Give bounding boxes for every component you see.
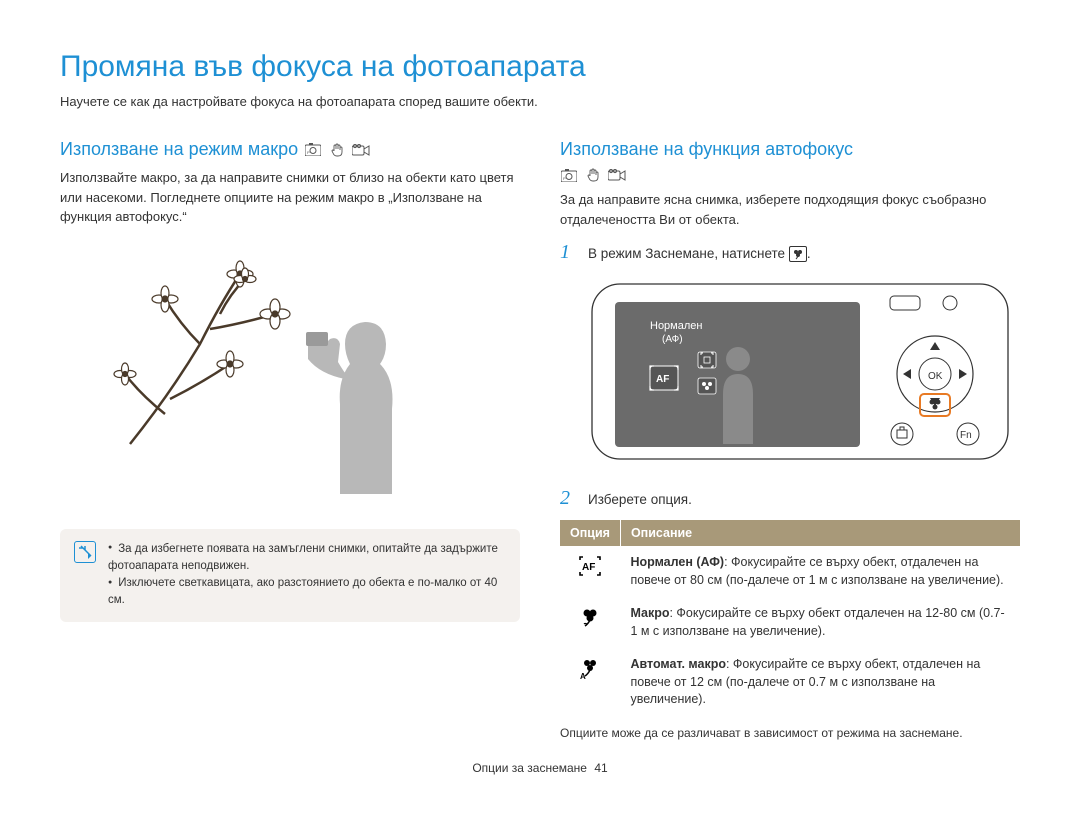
af-icon: AF [579,556,601,576]
svg-text:AF: AF [582,562,595,573]
note-item: Изключете светкавицата, ако разстоянието… [108,575,506,610]
camera-mode-icon: P [560,168,578,182]
step-1: 1 В режим Заснемане, натиснете . [560,241,1020,264]
footer-page-number: 41 [594,761,607,775]
note-icon [74,541,96,563]
table-row: A Автомат. макро: Фокусирайте се върху о… [560,648,1020,717]
screen-label-normal: Нормален [650,320,702,332]
camera-back-diagram: Нормален (АФ) AF OK [590,274,1010,467]
table-row: AF Нормален (АФ): Фокусирайте се върху о… [560,546,1020,597]
svg-text:P: P [307,150,310,155]
note-box: За да избегнете появата на замъглени сни… [60,529,520,622]
step-number: 2 [560,487,578,510]
step-1-suffix: . [807,246,811,261]
left-body-text: Използвайте макро, за да направите снимк… [60,168,520,227]
page-title: Промяна във фокуса на фотоапарата [60,50,1020,84]
table-header-option: Опция [560,520,620,546]
svg-text:Fn: Fn [960,430,972,441]
right-section-header: Използване на функция автофокус [560,139,1020,160]
table-row: Макро: Фокусирайте се върху обект отдале… [560,597,1020,648]
options-table: Опция Описание AF Нормален (АФ): Фокусир… [560,520,1020,717]
note-list: За да избегнете появата на замъглени сни… [108,541,506,610]
svg-text:OK: OK [928,371,943,382]
step-1-text: В режим Заснемане, натиснете . [588,246,811,262]
left-heading-text: Използване на режим макро [60,139,298,160]
table-cell: Макро: Фокусирайте се върху обект отдале… [620,597,1020,648]
right-column: Използване на функция автофокус P За да … [560,139,1020,741]
step-2-text: Изберете опция. [588,492,692,507]
hand-mode-icon [328,143,346,157]
hand-mode-icon [584,168,602,182]
step-number: 1 [560,241,578,264]
page-footer: Опции за заснемане 41 [60,761,1020,775]
video-mode-icon [608,168,626,182]
page-subtitle: Научете се как да настройвате фокуса на … [60,94,1020,109]
left-column: Използване на режим макро P Използвайте … [60,139,520,741]
svg-text:A: A [580,672,586,680]
camera-mode-icon: P [304,143,322,157]
table-header-description: Описание [620,520,1020,546]
auto-flower-icon: A [579,658,601,678]
right-body-text: За да направите ясна снимка, изберете по… [560,190,1020,229]
table-cell: Автомат. макро: Фокусирайте се върху обе… [620,648,1020,717]
video-mode-icon [352,143,370,157]
step-2: 2 Изберете опция. [560,487,1020,510]
screen-label-af: (АФ) [662,334,683,345]
footer-section: Опции за заснемане [472,761,587,775]
table-footnote: Опциите може да се различават в зависимо… [560,725,1020,742]
two-column-layout: Използване на режим макро P Използвайте … [60,139,1020,741]
right-heading-text: Използване на функция автофокус [560,139,853,160]
table-cell: Нормален (АФ): Фокусирайте се върху обек… [620,546,1020,597]
left-section-header: Използване на режим макро P [60,139,520,160]
flower-button-icon [789,246,807,262]
svg-text:P: P [563,176,566,181]
note-item: За да избегнете появата на замъглени сни… [108,541,506,576]
svg-text:AF: AF [656,374,669,385]
flower-icon [579,607,601,627]
step-1-prefix: В режим Заснемане, натиснете [588,246,789,261]
macro-illustration [60,239,520,499]
